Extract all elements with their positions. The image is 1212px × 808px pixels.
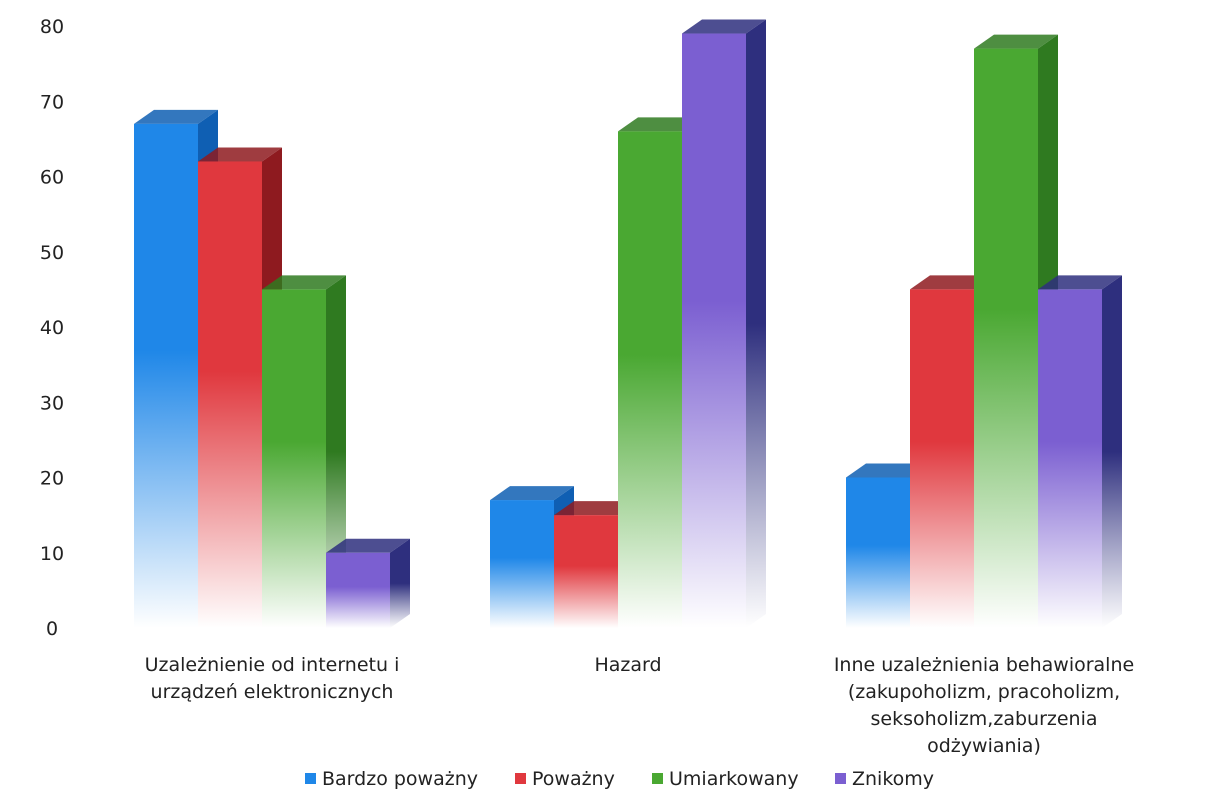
legend-label: Znikomy — [852, 768, 934, 790]
legend: Bardzo poważny Poważny Umiarkowany Znikomy — [305, 768, 934, 790]
y-tick-label: 70 — [40, 91, 64, 113]
bar-znikomy-2 — [682, 19, 766, 628]
bar-top-face — [554, 501, 638, 516]
bar-znikomy-3 — [1038, 275, 1122, 628]
bar-top-face — [618, 117, 702, 132]
bar-front-face — [1038, 289, 1102, 628]
bar-front-face — [682, 33, 746, 628]
y-tick-label: 80 — [40, 16, 64, 38]
bar-top-face — [134, 109, 218, 124]
category-labels: Uzależnienie od internetu i urządzeń elek… — [145, 654, 1135, 757]
bar-front-face — [910, 289, 974, 628]
legend-label: Poważny — [532, 768, 615, 790]
x-category-label: Inne uzależnienia behawioralne (zakupohol… — [834, 654, 1134, 757]
y-tick-label: 40 — [40, 317, 64, 339]
legend-swatch — [652, 773, 663, 784]
x-category-label: Hazard — [594, 654, 661, 676]
bar-top-face — [490, 486, 574, 501]
bar-front-face — [974, 48, 1038, 628]
bar-front-face — [262, 289, 326, 628]
y-tick-label: 30 — [40, 392, 64, 414]
legend-label: Umiarkowany — [669, 768, 799, 790]
bar-side-face — [1102, 275, 1122, 628]
bar-top-face — [326, 538, 410, 553]
bar-front-face — [198, 161, 262, 628]
bar-front-face — [554, 515, 618, 628]
bar-powazny-2 — [554, 501, 638, 628]
bar-top-face — [910, 275, 994, 290]
bar-front-face — [134, 123, 198, 628]
bar-front-face — [618, 131, 682, 628]
y-axis: 0 10 20 30 40 50 60 70 80 — [40, 16, 64, 640]
bar-top-face — [974, 34, 1058, 49]
legend-swatch — [305, 773, 316, 784]
bar-umiarkowany-1 — [262, 275, 346, 628]
y-tick-label: 60 — [40, 167, 64, 189]
legend-item-powazny: Poważny — [515, 768, 615, 790]
bar-top-face — [262, 275, 346, 290]
x-category-label: Uzależnienie od internetu i urządzeń elek… — [145, 654, 400, 703]
y-tick-label: 20 — [40, 468, 64, 490]
bar-front-face — [490, 500, 554, 628]
legend-label: Bardzo poważny — [322, 768, 478, 790]
bar-top-face — [198, 147, 282, 162]
legend-item-umiarkowany: Umiarkowany — [652, 768, 799, 790]
legend-item-bardzo-powazny: Bardzo poważny — [305, 768, 478, 790]
bar-top-face — [846, 463, 930, 478]
y-tick-label: 0 — [46, 618, 58, 640]
y-tick-label: 50 — [40, 242, 64, 264]
bar-front-face — [846, 477, 910, 628]
legend-item-znikomy: Znikomy — [835, 768, 934, 790]
bar-top-face — [1038, 275, 1122, 290]
bar-side-face — [390, 538, 410, 628]
bar-znikomy-1 — [326, 538, 410, 628]
bar-top-face — [682, 19, 766, 34]
bar-side-face — [326, 275, 346, 628]
bar-side-face — [746, 19, 766, 628]
bar-front-face — [326, 552, 390, 628]
y-tick-label: 10 — [40, 543, 64, 565]
legend-swatch — [835, 773, 846, 784]
bars — [134, 19, 1122, 628]
legend-swatch — [515, 773, 526, 784]
